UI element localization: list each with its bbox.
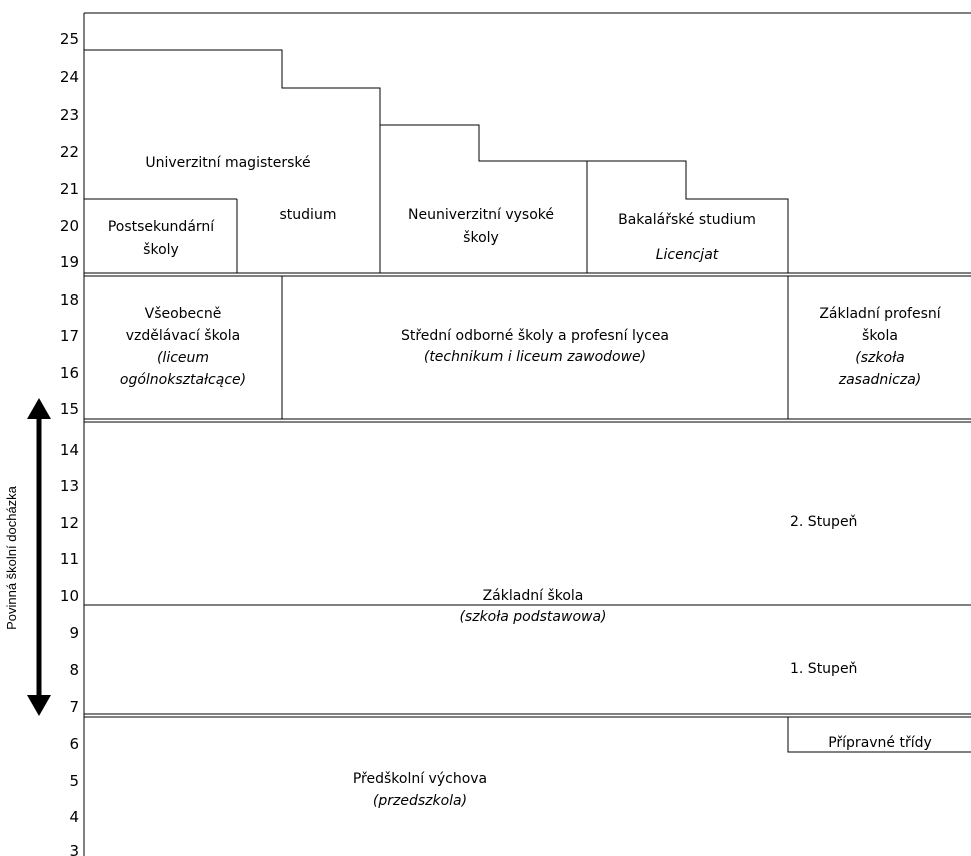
postsecondary-label-line1: Postsekundární <box>108 219 215 235</box>
preschool-label-line1: Předškolní výchova <box>353 771 487 787</box>
vocational-school-label-line1: Střední odborné školy a profesní lycea <box>401 328 669 344</box>
general-school-label-line2: vzdělávací škola <box>126 328 240 344</box>
stage2-label: 2. Stupeň <box>790 514 857 530</box>
university-master-label-line2: studium <box>280 207 337 223</box>
age-label: 17 <box>60 327 79 345</box>
age-label: 12 <box>60 514 79 532</box>
stage1-label: 1. Stupeň <box>790 661 857 677</box>
age-label: 24 <box>60 68 79 86</box>
age-label: 25 <box>60 30 79 48</box>
age-label: 8 <box>69 661 79 679</box>
basic-vocational-label-line2: škola <box>862 328 898 344</box>
age-label: 10 <box>60 587 79 605</box>
age-label: 22 <box>60 143 79 161</box>
age-label: 16 <box>60 364 79 382</box>
age-label: 21 <box>60 180 79 198</box>
compulsory-schooling-arrow <box>27 398 51 716</box>
age-label: 20 <box>60 217 79 235</box>
age-label: 14 <box>60 441 79 459</box>
age-label: 9 <box>69 624 79 642</box>
higher-education-staircase <box>84 49 789 273</box>
compulsory-schooling-label: Povinná školní docházka <box>4 485 19 630</box>
age-label: 23 <box>60 106 79 124</box>
nonuniversity-label-line1: Neuniverzitní vysoké <box>408 207 554 223</box>
preparatory-classes-box <box>787 717 971 753</box>
primary-school-label-line1: Základní škola <box>483 588 584 604</box>
basic-vocational-label-line4: zasadnicza) <box>838 372 922 388</box>
age-label: 19 <box>60 253 79 271</box>
nonuniversity-label-line2: školy <box>463 230 499 246</box>
preschool-label-line2: (przedszkola) <box>373 793 467 809</box>
age-label: 13 <box>60 477 79 495</box>
vocational-school-label-line2: (technikum i liceum zawodowe) <box>424 349 646 365</box>
primary-school-label-line2: (szkoła podstawowa) <box>459 609 606 625</box>
age-axis: 25 24 23 22 21 20 19 18 17 16 15 14 13 1… <box>60 30 79 856</box>
age-label: 4 <box>69 808 79 826</box>
basic-vocational-label-line3: (szkoła <box>855 350 904 366</box>
age-label: 7 <box>69 698 79 716</box>
age-label: 3 <box>69 842 79 856</box>
postsecondary-label-line2: školy <box>143 242 179 258</box>
basic-vocational-label-line1: Základní profesní <box>819 306 941 322</box>
age-label: 11 <box>60 550 79 568</box>
university-master-label-line1: Univerzitní magisterské <box>145 155 310 171</box>
bachelor-label-line2: Licencjat <box>656 247 719 263</box>
age-label: 18 <box>60 291 79 309</box>
age-label: 5 <box>69 772 79 790</box>
general-school-label-line3: (liceum <box>157 350 209 366</box>
preparatory-classes-label: Přípravné třídy <box>828 735 932 751</box>
general-school-label-line4: ogólnokształcące) <box>120 372 246 388</box>
age-label: 15 <box>60 400 79 418</box>
general-school-label-line1: Všeobecně <box>145 306 222 322</box>
age-label: 6 <box>69 735 79 753</box>
bachelor-label-line1: Bakalářské studium <box>618 212 756 228</box>
